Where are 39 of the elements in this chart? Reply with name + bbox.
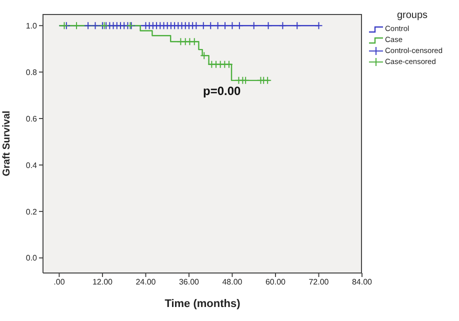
x-tick-label: 12.00 bbox=[92, 278, 114, 287]
x-axis-title: Time (months) bbox=[164, 298, 241, 310]
y-axis-title: Graft Survival bbox=[2, 110, 13, 176]
x-tick-label: 60.00 bbox=[265, 278, 286, 287]
point bbox=[314, 22, 323, 30]
point bbox=[228, 22, 236, 30]
point bbox=[206, 22, 215, 30]
point bbox=[190, 38, 198, 46]
annotation: p=0.00 bbox=[203, 84, 241, 98]
point bbox=[186, 38, 194, 46]
point bbox=[221, 22, 230, 30]
point bbox=[200, 52, 208, 60]
x-tick-label: 24.00 bbox=[136, 278, 156, 287]
point bbox=[199, 22, 208, 30]
point bbox=[72, 22, 81, 30]
x-tick-label: 72.00 bbox=[308, 278, 330, 287]
x-tick-label: 84.00 bbox=[352, 278, 373, 287]
point bbox=[84, 22, 92, 30]
point bbox=[264, 22, 272, 30]
y-tick-label: 0.8 bbox=[26, 68, 38, 77]
x-tick-label: .00 bbox=[54, 278, 66, 287]
point bbox=[293, 22, 302, 30]
point bbox=[214, 22, 222, 30]
point bbox=[242, 76, 250, 84]
x-tick-label: 48.00 bbox=[222, 278, 243, 287]
point bbox=[91, 22, 100, 30]
x-tick-label: 36.00 bbox=[178, 278, 200, 287]
y-tick-label: 0.2 bbox=[26, 207, 38, 216]
point bbox=[278, 22, 287, 30]
point bbox=[250, 22, 258, 30]
y-tick-label: 0.4 bbox=[26, 160, 38, 170]
y-tick-label: 1.0 bbox=[26, 21, 38, 30]
point bbox=[264, 76, 272, 84]
legend-title: groups bbox=[396, 10, 429, 21]
y-tick-label: 0.6 bbox=[26, 114, 38, 124]
point bbox=[176, 38, 185, 46]
point bbox=[192, 22, 200, 30]
point bbox=[235, 22, 244, 30]
y-tick-label: 0.0 bbox=[26, 254, 38, 263]
